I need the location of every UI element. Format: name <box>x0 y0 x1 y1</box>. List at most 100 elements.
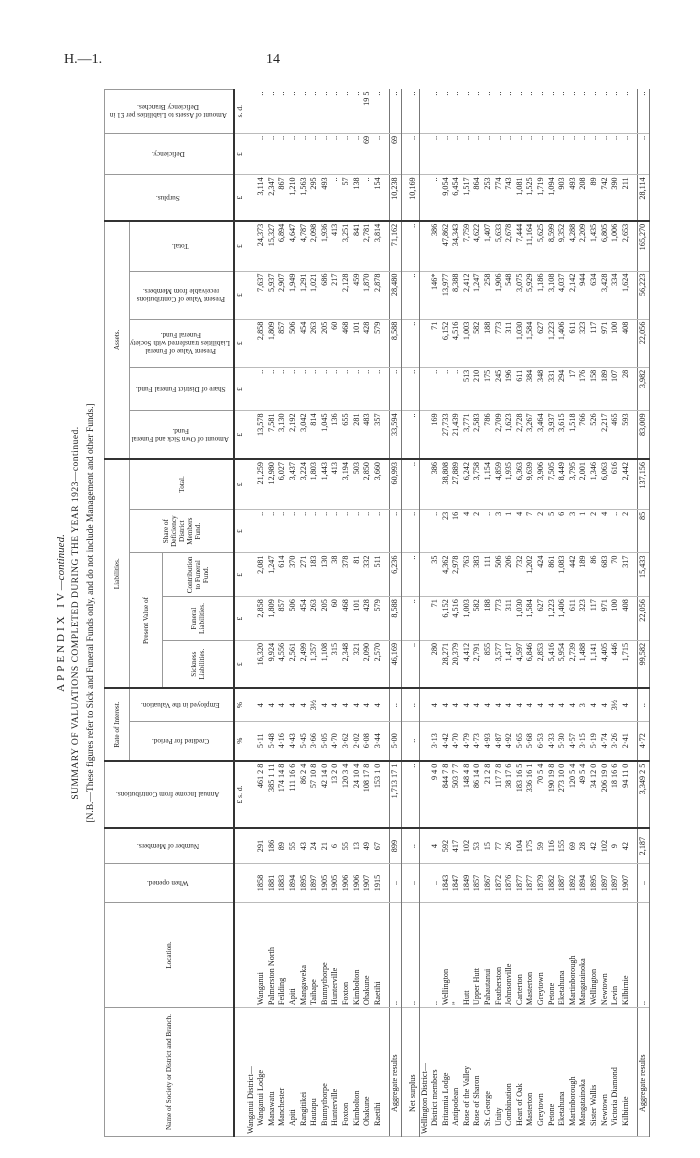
cell-opened: 1883 <box>277 863 288 903</box>
cell-pv-contributions: 2,128 <box>340 271 352 320</box>
table-row: Kimbolton Kimbolton 1906 13 24 10 4 2·02 4 321 1… <box>351 89 363 1137</box>
cell-share-deficiency: .. <box>256 509 267 553</box>
cell-contrib-funeral: 378 <box>340 553 352 597</box>
cell-share-district: .. <box>372 367 384 411</box>
cell-employed: 4 <box>340 688 352 722</box>
cell-liab-total <box>419 459 431 510</box>
cell-employed: 4 <box>536 688 547 722</box>
cell-name: Aggregate results <box>637 1007 650 1137</box>
cell-own-fund: 1,623 <box>504 410 515 459</box>
cell-members: 24 <box>309 828 320 864</box>
cell-opened: 1881 <box>266 863 278 903</box>
cell-per-pound: s. d. <box>234 89 246 134</box>
header-credited: Credited for Period. <box>129 721 234 761</box>
cell-opened: 1857 <box>472 863 484 903</box>
cell-funeral <box>245 596 257 641</box>
cell-assets-total: 8,599 <box>546 220 558 272</box>
cell-location: Mangatainoka <box>578 902 589 1008</box>
cell-contrib-funeral: 15,433 <box>637 553 650 597</box>
cell-share-deficiency: 1 <box>578 509 589 553</box>
cell-surplus: 28,114 <box>637 174 650 221</box>
header-assets-total: Total. <box>129 220 234 272</box>
header-pv-contributions: Present Value of Contributions receivabl… <box>129 271 234 320</box>
cell-sickness: 16,320 <box>256 640 267 689</box>
cell-income: 117 7 8 <box>493 760 505 829</box>
cell-assets-total: 165,270 <box>637 220 650 272</box>
cell-members: 417 <box>451 828 462 864</box>
cell-members <box>234 828 246 864</box>
cell-liab-total: 2,850 <box>362 459 373 510</box>
cell-share-district: .. <box>277 367 288 411</box>
cell-deficiency: .. <box>287 133 299 175</box>
header-sickness: Sickness Liabilities. <box>162 640 234 689</box>
header-pv-funeral-transferred-text: Present Value of Funeral Liabilities tra… <box>130 331 231 356</box>
cell-surplus: 211 <box>620 174 632 221</box>
cell-sickness: 5,416 <box>546 640 558 689</box>
cell-own-fund: 357 <box>372 410 384 459</box>
cell-opened: 1907 <box>620 863 632 903</box>
cell-per-pound: .. <box>319 89 331 134</box>
header-income: Annual Income from Contributions. <box>104 760 234 829</box>
cell-location: Eketahuna <box>557 902 568 1008</box>
cell-per-pound: .. <box>351 89 363 134</box>
cell-funeral: 205 <box>319 596 331 641</box>
cell-pv-contributions: 944 <box>578 271 589 320</box>
cell-share-deficiency: .. <box>483 509 494 553</box>
header-liabilities: Liabilities. <box>104 459 130 689</box>
cell-location: Apiti <box>287 902 299 1008</box>
cell-contrib-funeral: 111 <box>483 553 494 597</box>
cell-pv-funeral-transferred: 117 <box>589 319 600 368</box>
cell-deficiency: .. <box>493 133 505 175</box>
table-row: Hunterville Hunterville 1905 6 13 2 0 4·70 4 31… <box>330 89 341 1137</box>
cell-credited: 3·66 <box>309 721 320 761</box>
cell-pv-contributions: 7,637 <box>256 271 267 320</box>
cell-sickness: 1,488 <box>578 640 589 689</box>
cell-surplus: 774 <box>493 174 505 221</box>
cell-liab-total: 3,194 <box>340 459 352 510</box>
cell-share-district: 175 <box>483 367 494 411</box>
cell-credited: 5·05 <box>319 721 331 761</box>
cell-share-deficiency: 3 <box>493 509 505 553</box>
cell-share-district: 3,982 <box>637 367 650 411</box>
table-row: Bunnythorpe Bunnythorpe 1905 21 42 14 0 5·05 4… <box>319 89 331 1137</box>
cell-name: St. George <box>483 1007 494 1137</box>
cell-funeral: 773 <box>493 596 505 641</box>
cell-employed <box>245 688 257 722</box>
cell-assets-total: 413 <box>330 220 341 272</box>
cell-contrib-funeral: 206 <box>504 553 515 597</box>
cell-own-fund: 2,709 <box>493 410 505 459</box>
cell-name: Sister Wallis <box>589 1007 600 1137</box>
cell-share-district: 189 <box>599 367 611 411</box>
cell-contrib-funeral: 86 <box>589 553 600 597</box>
cell-income: 49 5 4 <box>578 760 589 829</box>
cell-assets-total: 2,781 <box>362 220 373 272</box>
cell-credited: 4·87 <box>493 721 505 761</box>
header-per-pound: Amount of Assets to Liabilities per £1 i… <box>104 89 234 134</box>
cell-opened: 1858 <box>256 863 267 903</box>
cell-sickness: 99,582 <box>637 640 650 689</box>
table-row: Masterton Masterton 1877 175 336 16 1 5·68 4 6,… <box>525 89 537 1137</box>
cell-credited: % <box>234 721 246 761</box>
cell-assets-total: 4,288 <box>567 220 579 272</box>
cell-share-district: .. <box>407 367 419 411</box>
cell-members: 291 <box>256 828 267 864</box>
cell-income: 24 10 4 <box>351 760 363 829</box>
cell-credited: 4·33 <box>546 721 558 761</box>
cell-pv-contributions: £ <box>234 271 246 320</box>
cell-surplus: £ <box>234 174 246 221</box>
cell-share-deficiency: .. <box>287 509 299 553</box>
cell-deficiency: .. <box>637 133 650 175</box>
cell-share-deficiency: .. <box>372 509 384 553</box>
aggregate-row-wellington: Aggregate results.... 2,187 3,349 2 5 4·72.… <box>637 89 650 1137</box>
cell-per-pound: .. <box>407 89 419 134</box>
header-opened: When opened. <box>104 863 234 903</box>
cell-deficiency: .. <box>266 133 278 175</box>
table-row: Hautapu Taihape 1897 24 57 10 8 3·66 3½ 1,357 26… <box>309 89 320 1137</box>
cell-members: 2,187 <box>637 828 650 864</box>
header-own-fund-text: Amount of Own Sick and Funeral Fund. <box>131 426 230 443</box>
cell-share-district: .. <box>330 367 341 411</box>
cell-deficiency: .. <box>340 133 352 175</box>
cell-credited: 5·65 <box>514 721 526 761</box>
cell-assets-total: 9,352 <box>557 220 568 272</box>
